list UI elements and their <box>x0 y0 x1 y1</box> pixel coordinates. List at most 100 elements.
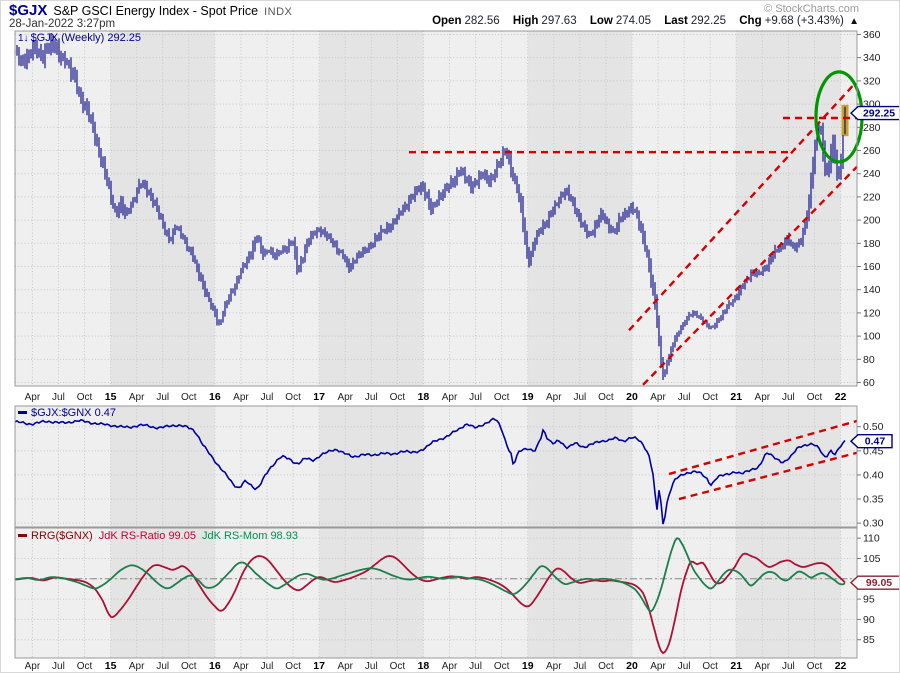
svg-text:Oct: Oct <box>702 661 718 672</box>
svg-text:Oct: Oct <box>598 392 614 403</box>
svg-text:Oct: Oct <box>494 661 510 672</box>
svg-text:Oct: Oct <box>77 392 93 403</box>
ohlc-quote-line: Open 282.56 High 297.63 Low 274.05 Last 292.… <box>422 15 859 27</box>
svg-text:105: 105 <box>863 553 881 565</box>
svg-text:17: 17 <box>313 391 325 403</box>
svg-text:15: 15 <box>105 660 117 672</box>
open-label: Open <box>432 15 462 27</box>
svg-text:Oct: Oct <box>390 392 406 403</box>
symbol: $GJX <box>9 2 48 19</box>
svg-text:22: 22 <box>835 660 847 672</box>
svg-text:120: 120 <box>863 307 881 319</box>
svg-text:Jul: Jul <box>782 661 795 672</box>
svg-text:Oct: Oct <box>807 661 823 672</box>
svg-text:Jul: Jul <box>156 661 169 672</box>
svg-text:Apr: Apr <box>755 392 771 403</box>
svg-text:Oct: Oct <box>702 392 718 403</box>
svg-text:Jul: Jul <box>365 392 378 403</box>
svg-text:Jul: Jul <box>365 661 378 672</box>
svg-text:80: 80 <box>863 354 875 366</box>
svg-text:19: 19 <box>522 391 534 403</box>
svg-text:Oct: Oct <box>494 392 510 403</box>
svg-text:16: 16 <box>209 391 221 403</box>
svg-text:60: 60 <box>863 377 875 389</box>
svg-text:Oct: Oct <box>390 661 406 672</box>
svg-text:Oct: Oct <box>807 392 823 403</box>
svg-text:Oct: Oct <box>181 392 197 403</box>
svg-text:0.30: 0.30 <box>863 518 884 530</box>
svg-text:Apr: Apr <box>442 661 458 672</box>
chart-datetime: 28-Jan-2022 3:27pm <box>9 18 116 30</box>
svg-text:0.40: 0.40 <box>863 469 884 481</box>
svg-text:Apr: Apr <box>129 392 145 403</box>
svg-text:17: 17 <box>313 660 325 672</box>
svg-text:Apr: Apr <box>233 661 249 672</box>
svg-text:240: 240 <box>863 168 881 180</box>
svg-text:18: 18 <box>418 660 430 672</box>
svg-text:360: 360 <box>863 29 881 41</box>
page-title: S&P GSCI Energy Index - Spot Price <box>53 4 259 18</box>
svg-text:0.50: 0.50 <box>863 421 884 433</box>
svg-text:Apr: Apr <box>337 661 353 672</box>
svg-text:Oct: Oct <box>181 661 197 672</box>
svg-text:85: 85 <box>863 634 875 646</box>
svg-text:20: 20 <box>626 660 638 672</box>
svg-text:Jul: Jul <box>782 392 795 403</box>
svg-text:140: 140 <box>863 284 881 296</box>
svg-text:Jul: Jul <box>52 392 65 403</box>
svg-text:Jul: Jul <box>261 661 274 672</box>
svg-text:110: 110 <box>863 533 880 545</box>
svg-text:292.25: 292.25 <box>863 108 895 120</box>
svg-text:Oct: Oct <box>598 661 614 672</box>
svg-text:95: 95 <box>863 594 875 606</box>
high-label: High <box>512 15 539 27</box>
svg-text:Jul: Jul <box>678 392 691 403</box>
svg-text:280: 280 <box>863 122 881 134</box>
svg-text:Jul: Jul <box>573 392 586 403</box>
svg-text:260: 260 <box>863 145 881 157</box>
svg-text:Jul: Jul <box>261 392 274 403</box>
svg-text:340: 340 <box>863 52 881 64</box>
svg-text:Jul: Jul <box>573 661 586 672</box>
svg-text:Jul: Jul <box>469 661 482 672</box>
svg-text:200: 200 <box>863 215 881 227</box>
svg-text:Apr: Apr <box>546 661 562 672</box>
svg-text:90: 90 <box>863 614 875 626</box>
copyright: © StockCharts.com <box>764 3 859 15</box>
svg-text:220: 220 <box>863 191 881 203</box>
svg-text:Apr: Apr <box>337 392 353 403</box>
svg-text:180: 180 <box>863 238 881 250</box>
svg-text:Apr: Apr <box>546 392 562 403</box>
svg-text:160: 160 <box>863 261 881 273</box>
up-arrow-icon: ▲ <box>849 16 859 27</box>
svg-text:16: 16 <box>209 660 221 672</box>
svg-text:Jul: Jul <box>678 661 691 672</box>
chg-label: Chg <box>739 15 762 27</box>
chart-header: $GJX S&P GSCI Energy Index - Spot Price IN… <box>9 2 292 20</box>
svg-text:Oct: Oct <box>77 661 93 672</box>
svg-text:21: 21 <box>730 391 742 403</box>
svg-text:Apr: Apr <box>650 392 666 403</box>
high-value: 297.63 <box>541 15 577 27</box>
svg-text:Apr: Apr <box>755 661 771 672</box>
exchange-tag: INDX <box>264 6 293 18</box>
svg-text:22: 22 <box>835 391 847 403</box>
svg-text:Apr: Apr <box>233 392 249 403</box>
low-value: 274.05 <box>615 15 651 27</box>
svg-text:21: 21 <box>730 660 742 672</box>
svg-text:Apr: Apr <box>25 392 41 403</box>
svg-text:Apr: Apr <box>25 661 41 672</box>
svg-text:0.35: 0.35 <box>863 494 884 506</box>
svg-text:Oct: Oct <box>285 661 301 672</box>
low-label: Low <box>589 15 613 27</box>
svg-text:0.47: 0.47 <box>865 436 886 448</box>
svg-text:320: 320 <box>863 75 881 87</box>
chg-value: +9.68 (+3.43%) <box>764 15 844 27</box>
svg-text:15: 15 <box>105 391 117 403</box>
svg-text:Apr: Apr <box>442 392 458 403</box>
svg-text:19: 19 <box>522 660 534 672</box>
svg-text:Apr: Apr <box>650 661 666 672</box>
svg-text:20: 20 <box>626 391 638 403</box>
svg-text:99.05: 99.05 <box>866 577 892 589</box>
